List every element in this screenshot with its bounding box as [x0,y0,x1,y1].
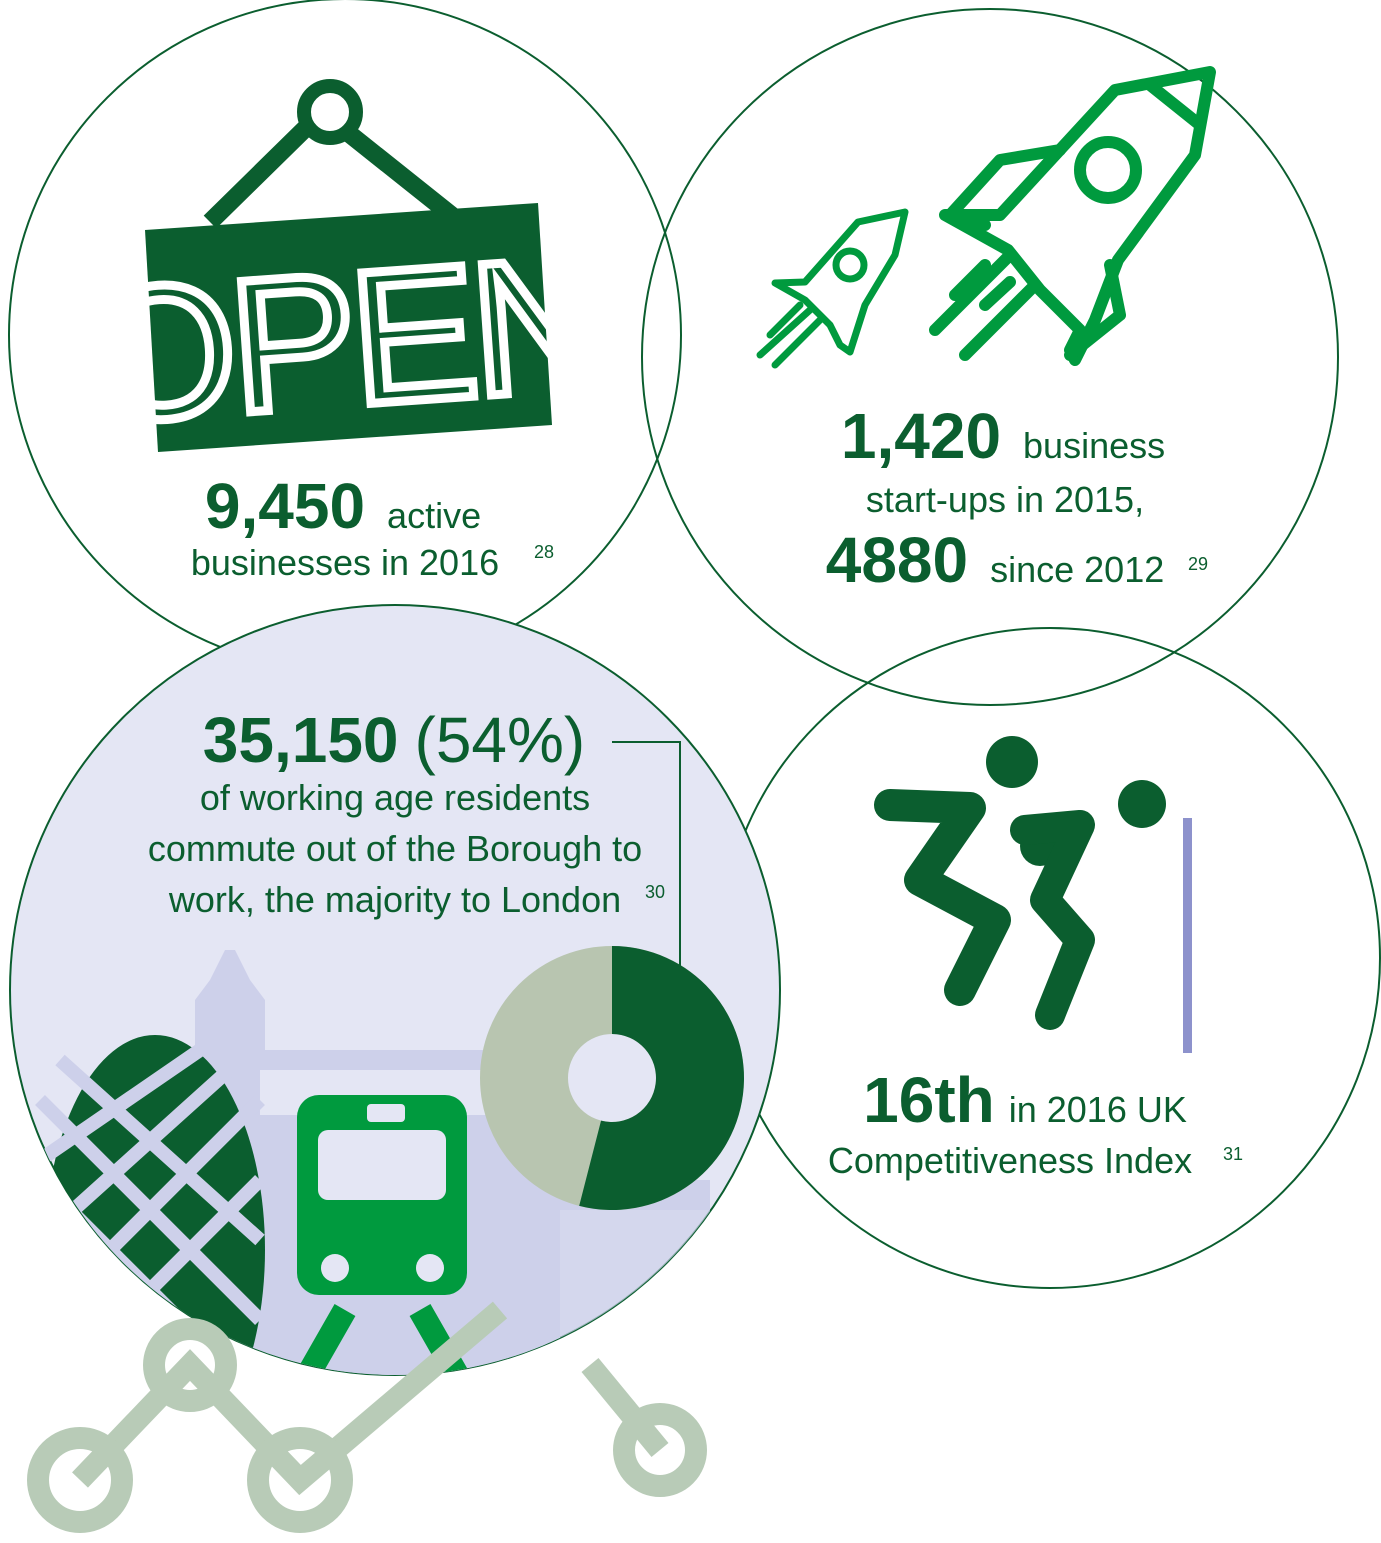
rocket-icons [760,72,1210,365]
stat-line: commute out of the Borough to [148,828,642,869]
infographic: OPEN [0,0,1381,1543]
footnote: 30 [645,882,665,902]
stat: 1,420 business [841,400,1165,472]
stat-line: Competitiveness Index [828,1140,1192,1181]
open-sign-icon: OPEN [82,86,610,464]
footnote: 31 [1223,1144,1243,1164]
stat-share: (54%) [415,704,586,776]
stat-lines: of working age residents commute out of t… [148,777,642,920]
stat-line: work, the majority to London [168,879,621,920]
footnote: 29 [1188,554,1208,574]
stat: 35,150(54%) [203,704,585,776]
stat: 9,450 active [205,470,481,542]
stat-line: start-ups in 2015, [866,479,1144,520]
page: OPEN [0,0,1381,1543]
footnote: 28 [534,542,554,562]
stat-word: since 2012 [990,549,1164,590]
stat-word: in 2016 UK [1009,1089,1187,1130]
stat-line: of working age residents [200,777,590,818]
panel-circle [642,9,1338,705]
stat-number: 4880 [826,524,968,596]
stat-number: 1,420 [841,400,1001,472]
stat-word: business [1023,425,1165,466]
stat-number: 16th [863,1064,995,1136]
stat-number: 9,450 [205,470,365,542]
stat: 4880 since 2012 [826,524,1165,596]
panel-circle [720,628,1380,1288]
stat-line: businesses in 2016 [191,542,499,583]
stat-word: active [387,495,481,536]
runners-icon [890,736,1192,1053]
stat: 16th in 2016 UK [863,1064,1187,1136]
stat-number: 35,150 [203,704,399,776]
sign-text: OPEN [82,216,610,463]
